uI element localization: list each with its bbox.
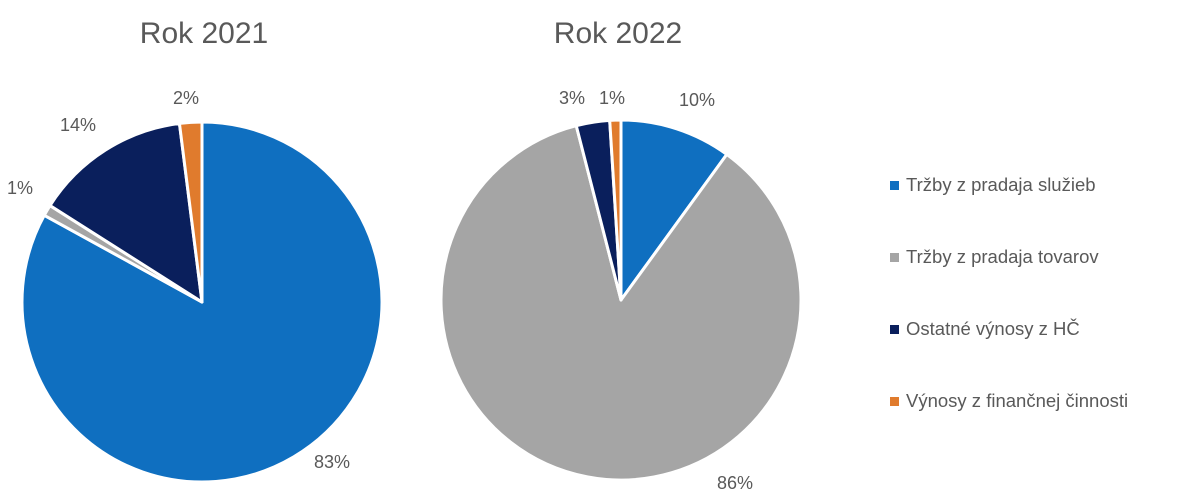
legend-swatch xyxy=(890,396,899,406)
pie-slice xyxy=(177,120,204,304)
pie-data-labels: 10% 86% 3% 1% xyxy=(559,88,753,493)
pie-slice xyxy=(619,118,729,302)
pie-slices xyxy=(439,118,803,482)
pie-data-label: 14% xyxy=(60,115,96,135)
legend-swatch xyxy=(890,180,899,190)
chart-title: Rok 2022 xyxy=(554,17,682,50)
pie-data-label: 83% xyxy=(314,452,350,472)
legend-label: Výnosy z finančnej činnosti xyxy=(906,390,1129,411)
legend-label: Ostatné výnosy z HČ xyxy=(906,318,1080,339)
legend-item-other: Ostatné výnosy z HČ xyxy=(890,316,1180,342)
chart-title: Rok 2021 xyxy=(140,17,268,50)
pie-slice xyxy=(608,118,623,302)
pie-slice xyxy=(48,121,204,304)
pie-chart-2022: Rok 2022 10% 86% 3% 1% xyxy=(439,17,803,493)
legend-item-services: Tržby z pradaja služieb xyxy=(890,172,1180,198)
pie-slice xyxy=(439,124,803,482)
pie-data-label: 1% xyxy=(599,88,625,108)
pie-data-label: 86% xyxy=(717,473,753,493)
pie-data-label: 3% xyxy=(559,88,585,108)
legend-item-financial: Výnosy z finančnej činnosti xyxy=(890,388,1180,414)
pie-slice xyxy=(20,120,384,484)
pie-data-labels: 83% 1% 14% 2% xyxy=(7,88,350,472)
pie-data-label: 10% xyxy=(679,90,715,110)
legend-swatch xyxy=(890,252,899,262)
pie-data-label: 1% xyxy=(7,178,33,198)
legend-swatch xyxy=(890,324,899,334)
pie-chart-2021: Rok 2021 83% 1% 14% 2% xyxy=(7,17,384,484)
legend-label: Tržby z pradaja tovarov xyxy=(906,246,1099,267)
legend-item-goods: Tržby z pradaja tovarov xyxy=(890,244,1180,270)
chart-legend: Tržby z pradaja služieb Tržby z pradaja … xyxy=(890,172,1180,414)
pie-slices xyxy=(20,120,384,484)
pie-data-label: 2% xyxy=(173,88,199,108)
legend-label: Tržby z pradaja služieb xyxy=(906,174,1096,195)
